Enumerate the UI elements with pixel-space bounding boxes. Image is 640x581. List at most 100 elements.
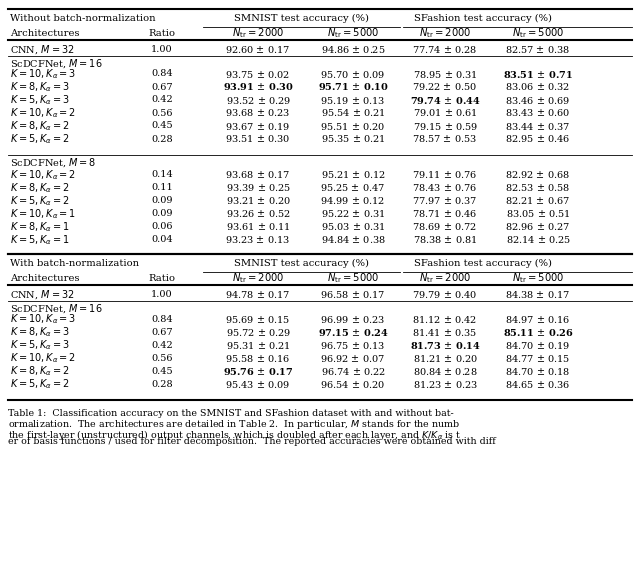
Text: 84.38 $\pm$ 0.17: 84.38 $\pm$ 0.17 (506, 289, 571, 300)
Text: $K=10, K_{\alpha}=2$: $K=10, K_{\alpha}=2$ (10, 168, 76, 182)
Text: 83.51 $\pm$ 0.71: 83.51 $\pm$ 0.71 (503, 69, 573, 80)
Text: 94.78 $\pm$ 0.17: 94.78 $\pm$ 0.17 (225, 289, 291, 300)
Text: 82.92 $\pm$ 0.68: 82.92 $\pm$ 0.68 (506, 169, 571, 180)
Text: 79.22 $\pm$ 0.50: 79.22 $\pm$ 0.50 (412, 81, 477, 92)
Text: 96.75 $\pm$ 0.13: 96.75 $\pm$ 0.13 (321, 339, 386, 350)
Text: 79.15 $\pm$ 0.59: 79.15 $\pm$ 0.59 (413, 120, 477, 131)
Text: 0.84: 0.84 (151, 314, 173, 324)
Text: 93.51 $\pm$ 0.30: 93.51 $\pm$ 0.30 (225, 134, 291, 145)
Text: $K=8, K_{\alpha}=2$: $K=8, K_{\alpha}=2$ (10, 364, 70, 378)
Text: ScDCFNet, $M=16$: ScDCFNet, $M=16$ (10, 302, 102, 315)
Text: 81.12 $\pm$ 0.42: 81.12 $\pm$ 0.42 (413, 314, 477, 325)
Text: 93.67 $\pm$ 0.19: 93.67 $\pm$ 0.19 (225, 120, 291, 131)
Text: Architectures: Architectures (10, 28, 79, 38)
Text: $K=5, K_{\alpha}=3$: $K=5, K_{\alpha}=3$ (10, 93, 70, 107)
Text: 94.86 $\pm$ 0.25: 94.86 $\pm$ 0.25 (321, 44, 385, 55)
Text: $K=5, K_{\alpha}=3$: $K=5, K_{\alpha}=3$ (10, 338, 70, 352)
Text: 95.58 $\pm$ 0.16: 95.58 $\pm$ 0.16 (225, 353, 291, 364)
Text: 84.70 $\pm$ 0.19: 84.70 $\pm$ 0.19 (506, 339, 571, 350)
Text: 95.71 $\pm$ 0.10: 95.71 $\pm$ 0.10 (317, 81, 388, 92)
Text: 0.11: 0.11 (151, 183, 173, 192)
Text: 78.69 $\pm$ 0.72: 78.69 $\pm$ 0.72 (413, 221, 477, 232)
Text: ScDCFNet, $M=16$: ScDCFNet, $M=16$ (10, 58, 102, 70)
Text: 0.28: 0.28 (151, 134, 173, 144)
Text: 0.56: 0.56 (151, 109, 173, 117)
Text: 79.79 $\pm$ 0.40: 79.79 $\pm$ 0.40 (412, 289, 477, 300)
Text: $N_{\rm tr} = 2000$: $N_{\rm tr} = 2000$ (419, 26, 471, 40)
Text: $K=10, K_{\alpha}=3$: $K=10, K_{\alpha}=3$ (10, 312, 76, 326)
Text: 80.84 $\pm$ 0.28: 80.84 $\pm$ 0.28 (413, 365, 477, 376)
Text: 82.14 $\pm$ 0.25: 82.14 $\pm$ 0.25 (506, 234, 570, 245)
Text: $K=8, K_{\alpha}=2$: $K=8, K_{\alpha}=2$ (10, 119, 70, 133)
Text: 95.76 $\pm$ 0.17: 95.76 $\pm$ 0.17 (223, 365, 293, 376)
Text: $N_{\rm tr} = 5000$: $N_{\rm tr} = 5000$ (512, 26, 564, 40)
Text: CNN, $M=32$: CNN, $M=32$ (10, 43, 74, 56)
Text: SMNIST test accuracy (%): SMNIST test accuracy (%) (234, 14, 369, 23)
Text: 78.43 $\pm$ 0.76: 78.43 $\pm$ 0.76 (412, 182, 477, 193)
Text: $K=10, K_{\alpha}=3$: $K=10, K_{\alpha}=3$ (10, 67, 76, 81)
Text: 0.09: 0.09 (151, 196, 173, 205)
Text: 95.51 $\pm$ 0.20: 95.51 $\pm$ 0.20 (321, 120, 385, 131)
Text: 0.45: 0.45 (151, 121, 173, 131)
Text: 95.70 $\pm$ 0.09: 95.70 $\pm$ 0.09 (321, 69, 386, 80)
Text: 79.11 $\pm$ 0.76: 79.11 $\pm$ 0.76 (412, 169, 477, 180)
Text: 96.58 $\pm$ 0.17: 96.58 $\pm$ 0.17 (321, 289, 386, 300)
Text: 84.70 $\pm$ 0.18: 84.70 $\pm$ 0.18 (506, 365, 571, 376)
Text: 82.21 $\pm$ 0.67: 82.21 $\pm$ 0.67 (506, 195, 570, 206)
Text: SFashion test accuracy (%): SFashion test accuracy (%) (414, 14, 552, 23)
Text: $K=10, K_{\alpha}=2$: $K=10, K_{\alpha}=2$ (10, 106, 76, 120)
Text: $N_{\rm tr} = 5000$: $N_{\rm tr} = 5000$ (327, 26, 379, 40)
Text: $K=10, K_{\alpha}=2$: $K=10, K_{\alpha}=2$ (10, 351, 76, 365)
Text: 77.74 $\pm$ 0.28: 77.74 $\pm$ 0.28 (412, 44, 477, 55)
Text: 93.21 $\pm$ 0.20: 93.21 $\pm$ 0.20 (225, 195, 291, 206)
Text: 83.43 $\pm$ 0.60: 83.43 $\pm$ 0.60 (506, 107, 571, 119)
Text: 85.11 $\pm$ 0.26: 85.11 $\pm$ 0.26 (503, 327, 573, 338)
Text: 78.38 $\pm$ 0.81: 78.38 $\pm$ 0.81 (413, 234, 477, 245)
Text: 97.15 $\pm$ 0.24: 97.15 $\pm$ 0.24 (317, 327, 388, 338)
Text: 83.46 $\pm$ 0.69: 83.46 $\pm$ 0.69 (506, 95, 571, 106)
Text: 93.68 $\pm$ 0.23: 93.68 $\pm$ 0.23 (225, 107, 291, 119)
Text: 78.71 $\pm$ 0.46: 78.71 $\pm$ 0.46 (412, 208, 477, 219)
Text: 79.74 $\pm$ 0.44: 79.74 $\pm$ 0.44 (410, 95, 481, 106)
Text: 96.74 $\pm$ 0.22: 96.74 $\pm$ 0.22 (321, 365, 385, 376)
Text: 0.67: 0.67 (151, 328, 173, 336)
Text: 82.57 $\pm$ 0.38: 82.57 $\pm$ 0.38 (506, 44, 570, 55)
Text: 95.43 $\pm$ 0.09: 95.43 $\pm$ 0.09 (225, 379, 291, 389)
Text: Ratio: Ratio (148, 28, 175, 38)
Text: ScDCFNet, $M=8$: ScDCFNet, $M=8$ (10, 157, 97, 170)
Text: $K=10, K_{\alpha}=1$: $K=10, K_{\alpha}=1$ (10, 207, 76, 221)
Text: $N_{\rm tr} = 5000$: $N_{\rm tr} = 5000$ (512, 271, 564, 285)
Text: 94.84 $\pm$ 0.38: 94.84 $\pm$ 0.38 (321, 234, 385, 245)
Text: er of basis functions / used for filter decomposition.  The reported accuracies : er of basis functions / used for filter … (8, 437, 496, 446)
Text: 0.14: 0.14 (151, 170, 173, 180)
Text: 95.25 $\pm$ 0.47: 95.25 $\pm$ 0.47 (321, 182, 385, 193)
Text: 0.09: 0.09 (151, 209, 173, 218)
Text: 96.54 $\pm$ 0.20: 96.54 $\pm$ 0.20 (321, 379, 385, 389)
Text: $K=5, K_{\alpha}=2$: $K=5, K_{\alpha}=2$ (10, 194, 70, 207)
Text: 84.77 $\pm$ 0.15: 84.77 $\pm$ 0.15 (506, 353, 571, 364)
Text: 81.23 $\pm$ 0.23: 81.23 $\pm$ 0.23 (413, 379, 477, 389)
Text: SMNIST test accuracy (%): SMNIST test accuracy (%) (234, 259, 369, 268)
Text: Architectures: Architectures (10, 274, 79, 282)
Text: 93.39 $\pm$ 0.25: 93.39 $\pm$ 0.25 (225, 182, 291, 193)
Text: 83.05 $\pm$ 0.51: 83.05 $\pm$ 0.51 (506, 208, 570, 219)
Text: 81.41 $\pm$ 0.35: 81.41 $\pm$ 0.35 (412, 327, 477, 338)
Text: 0.42: 0.42 (151, 95, 173, 105)
Text: 93.52 $\pm$ 0.29: 93.52 $\pm$ 0.29 (225, 95, 291, 106)
Text: 0.84: 0.84 (151, 70, 173, 78)
Text: 93.91 $\pm$ 0.30: 93.91 $\pm$ 0.30 (223, 81, 293, 92)
Text: $N_{\rm tr} = 2000$: $N_{\rm tr} = 2000$ (419, 271, 471, 285)
Text: 95.21 $\pm$ 0.12: 95.21 $\pm$ 0.12 (321, 169, 385, 180)
Text: 95.72 $\pm$ 0.29: 95.72 $\pm$ 0.29 (225, 327, 291, 338)
Text: 95.35 $\pm$ 0.21: 95.35 $\pm$ 0.21 (321, 134, 385, 145)
Text: 0.67: 0.67 (151, 83, 173, 91)
Text: 81.21 $\pm$ 0.20: 81.21 $\pm$ 0.20 (413, 353, 477, 364)
Text: 95.19 $\pm$ 0.13: 95.19 $\pm$ 0.13 (321, 95, 386, 106)
Text: 83.06 $\pm$ 0.32: 83.06 $\pm$ 0.32 (506, 81, 570, 92)
Text: 84.65 $\pm$ 0.36: 84.65 $\pm$ 0.36 (506, 379, 571, 389)
Text: 93.68 $\pm$ 0.17: 93.68 $\pm$ 0.17 (225, 169, 291, 180)
Text: $N_{\rm tr} = 2000$: $N_{\rm tr} = 2000$ (232, 26, 284, 40)
Text: 0.45: 0.45 (151, 367, 173, 375)
Text: 0.42: 0.42 (151, 340, 173, 350)
Text: the first-layer (unstructured) output channels, which is doubled after each laye: the first-layer (unstructured) output ch… (8, 428, 461, 442)
